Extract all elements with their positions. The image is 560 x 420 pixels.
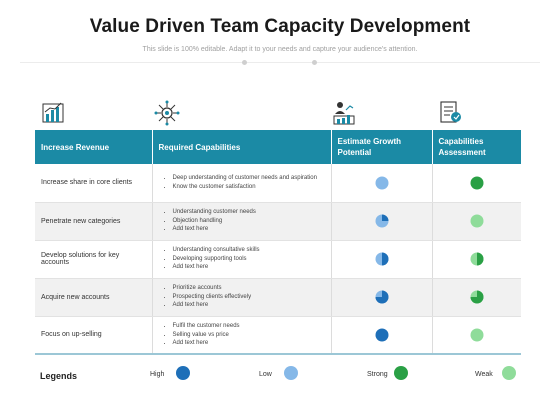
divider-dot: [242, 60, 247, 65]
capability-item: Understanding customer needs: [173, 208, 325, 217]
growth-potential-cell: [331, 202, 433, 241]
capability-item: Deep understanding of customer needs and…: [173, 174, 325, 183]
legend: Legends High Low Strong Weak: [40, 366, 530, 386]
divider-line: [20, 62, 540, 63]
harvey-ball-base: [375, 328, 388, 342]
column-header-required-capabilities: Required Capabilities: [152, 130, 332, 164]
revenue-cell: Acquire new accounts: [35, 278, 153, 317]
divider-dot: [312, 60, 317, 65]
table-row: Develop solutions for key accounts Under…: [35, 240, 521, 279]
harvey-ball-base: [470, 176, 484, 190]
capability-item: Objection handling: [173, 217, 325, 226]
assessment-cell: [432, 202, 521, 241]
report-checklist-icon: [440, 101, 461, 123]
harvey-ball-fill: [375, 290, 388, 304]
harvey-ball-fill: [470, 290, 484, 304]
growth-potential-cell: [331, 278, 433, 317]
revenue-cell: Penetrate new categories: [35, 202, 153, 241]
harvey-ball-base: [470, 328, 484, 342]
gear-network-icon: [154, 100, 180, 126]
growth-potential-cell: [331, 240, 433, 279]
capabilities-cell: Prioritize accounts Prospecting clients …: [152, 278, 332, 317]
table-row: Acquire new accounts Prioritize accounts…: [35, 278, 521, 317]
legend-dot-strong: [394, 366, 408, 380]
harvey-ball-icon: [470, 176, 484, 190]
harvey-ball-icon: [375, 176, 388, 190]
harvey-ball-icon: [470, 252, 484, 266]
table-body: Increase share in core clients Deep unde…: [35, 164, 521, 355]
harvey-ball-fill: [381, 252, 388, 266]
capabilities-cell: Fulfil the customer needs Selling value …: [152, 316, 332, 355]
legend-label-strong: Strong: [367, 371, 388, 378]
capability-item: Understanding consultative skills: [173, 246, 325, 255]
table-header-row: Increase Revenue Required Capabilities E…: [35, 130, 521, 164]
table-row: Focus on up-selling Fulfil the customer …: [35, 316, 521, 355]
column-header-increase-revenue: Increase Revenue: [35, 130, 153, 164]
capabilities-cell: Understanding consultative skills Develo…: [152, 240, 332, 279]
capability-item: Prioritize accounts: [173, 284, 325, 293]
column-header-capabilities-assessment: Capabilities Assessment: [432, 130, 521, 164]
harvey-ball-base: [470, 214, 484, 228]
legend-label-low: Low: [259, 371, 272, 378]
harvey-ball-base: [375, 176, 388, 190]
capability-item: Add text here: [173, 339, 325, 348]
capability-item: Developing supporting tools: [173, 255, 325, 264]
capability-item: Add text here: [173, 225, 325, 234]
assessment-cell: [432, 278, 521, 317]
legend-dot-weak: [502, 366, 516, 380]
capability-item: Fulfil the customer needs: [173, 322, 325, 331]
legend-dot-high: [176, 366, 190, 380]
capability-item: Know the customer satisfaction: [173, 183, 325, 192]
page-title: Value Driven Team Capacity Development: [89, 16, 471, 37]
page-subtitle: This slide is 100% editable. Adapt it to…: [142, 46, 418, 53]
capabilities-list: Understanding customer needs Objection h…: [159, 208, 325, 234]
capabilities-cell: Understanding customer needs Objection h…: [152, 202, 332, 241]
harvey-ball-icon: [375, 252, 388, 266]
capability-item: Selling value vs price: [173, 331, 325, 340]
legend-label-high: High: [150, 371, 165, 378]
capabilities-list: Deep understanding of customer needs and…: [159, 174, 325, 191]
capability-item: Add text here: [173, 263, 325, 272]
harvey-ball-icon: [375, 328, 388, 342]
revenue-cell: Develop solutions for key accounts: [35, 240, 153, 279]
revenue-cell: Increase share in core clients: [35, 164, 153, 203]
legend-label-weak: Weak: [475, 371, 493, 378]
bar-chart-icon: [42, 102, 64, 123]
harvey-ball-fill: [381, 214, 388, 221]
capability-item: Add text here: [173, 301, 325, 310]
legend-title: Legends: [40, 371, 78, 381]
legend-dot-low: [284, 366, 298, 380]
growth-potential-cell: [331, 316, 433, 355]
assessment-cell: [432, 164, 521, 203]
capabilities-list: Understanding consultative skills Develo…: [159, 246, 325, 272]
table-row: Increase share in core clients Deep unde…: [35, 164, 521, 203]
capacity-table: Increase Revenue Required Capabilities E…: [35, 130, 521, 355]
capabilities-list: Fulfil the customer needs Selling value …: [159, 322, 325, 348]
assessment-cell: [432, 316, 521, 355]
capabilities-cell: Deep understanding of customer needs and…: [152, 164, 332, 203]
harvey-ball-icon: [470, 214, 484, 228]
harvey-ball-icon: [375, 214, 388, 228]
column-header-estimate-growth-potential: Estimate Growth Potential: [331, 130, 433, 164]
title-divider: [20, 59, 540, 67]
harvey-ball-icon: [470, 328, 484, 342]
growth-potential-cell: [331, 164, 433, 203]
growth-person-icon: [333, 102, 355, 125]
table-row: Penetrate new categories Understanding c…: [35, 202, 521, 241]
harvey-ball-icon: [375, 290, 388, 304]
harvey-ball-fill: [476, 252, 484, 266]
assessment-cell: [432, 240, 521, 279]
capabilities-list: Prioritize accounts Prospecting clients …: [159, 284, 325, 310]
harvey-ball-icon: [470, 290, 484, 304]
revenue-cell: Focus on up-selling: [35, 316, 153, 355]
capability-item: Prospecting clients effectively: [173, 293, 325, 302]
